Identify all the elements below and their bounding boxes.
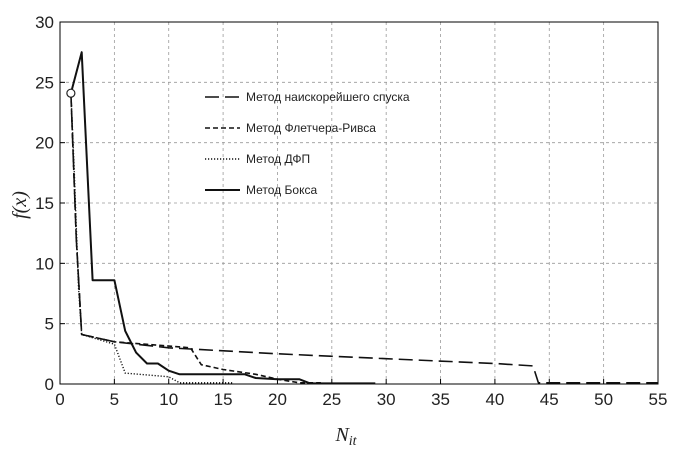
x-axis-title: Nit [334, 424, 357, 449]
legend-label-4: Метод Бокса [246, 183, 317, 197]
legend-label-2: Метод Флетчера-Ривса [246, 121, 376, 135]
x-tick-label: 5 [110, 390, 119, 409]
x-tick-label: 40 [485, 390, 504, 409]
y-tick-label: 25 [35, 73, 54, 92]
series-line-4 [69, 51, 376, 385]
x-tick-label: 35 [431, 390, 450, 409]
grid [60, 22, 658, 384]
x-axis-ticks: 0 5 10 15 20 25 30 35 40 45 50 55 [55, 379, 667, 409]
y-tick-label: 0 [45, 375, 54, 394]
series-line-1 [70, 93, 658, 384]
series-line-2 [70, 93, 321, 384]
x-tick-label: 25 [322, 390, 341, 409]
y-tick-label: 20 [35, 134, 54, 153]
x-tick-label: 45 [540, 390, 559, 409]
y-tick-label: 5 [45, 315, 54, 334]
y-tick-label: 30 [35, 13, 54, 32]
series-line-3 [70, 93, 234, 384]
y-tick-label: 10 [35, 254, 54, 273]
x-tick-label: 10 [159, 390, 178, 409]
x-tick-label: 0 [55, 390, 64, 409]
start-point-marker [66, 88, 76, 98]
legend: Метод наискорейшего спуска Метод Флетчера… [205, 90, 410, 197]
x-axis-title-sub: it [349, 434, 358, 449]
x-axis-title-main: N [334, 424, 350, 446]
plot-frame [59, 21, 659, 385]
y-axis-title: f(x) [9, 191, 31, 219]
legend-label-1: Метод наискорейшего спуска [246, 90, 410, 104]
y-tick-label: 15 [35, 194, 54, 213]
series-lines [66, 51, 658, 385]
x-tick-label: 55 [649, 390, 668, 409]
y-axis-ticks: 0 5 10 15 20 25 30 [35, 13, 65, 394]
legend-label-3: Метод ДФП [246, 152, 310, 166]
x-tick-label: 50 [594, 390, 613, 409]
x-tick-label: 20 [268, 390, 287, 409]
x-tick-label: 30 [377, 390, 396, 409]
x-tick-label: 15 [214, 390, 233, 409]
